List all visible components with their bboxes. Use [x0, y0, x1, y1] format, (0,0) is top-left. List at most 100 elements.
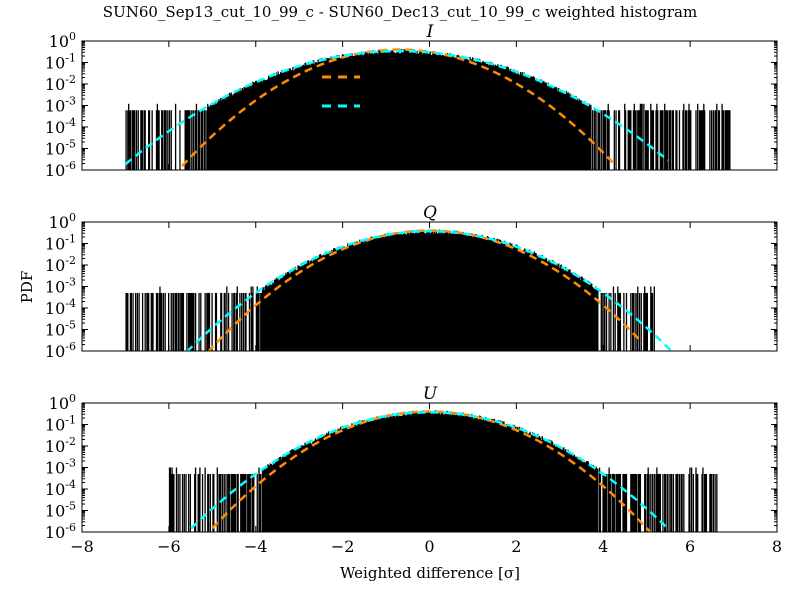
- data-bar: [319, 254, 321, 351]
- data-bar: [422, 410, 424, 532]
- data-bar: [668, 473, 670, 532]
- data-bar: [320, 59, 322, 170]
- data-bar: [161, 292, 163, 351]
- data-bar: [240, 292, 243, 351]
- data-bar: [308, 441, 311, 532]
- data-bar: [464, 232, 466, 351]
- data-bar: [636, 473, 638, 532]
- data-bar: [355, 425, 357, 532]
- data-bar: [396, 412, 398, 532]
- data-bar: [632, 473, 635, 532]
- data-bar: [545, 83, 548, 170]
- y-tick-label: 10-3: [45, 457, 76, 478]
- data-bar: [310, 261, 312, 351]
- data-bar: [435, 54, 437, 170]
- data-bar: [602, 473, 604, 532]
- data-bar: [170, 473, 172, 532]
- data-bar: [233, 473, 235, 532]
- data-bar: [631, 292, 634, 351]
- data-bar: [206, 110, 208, 170]
- data-bar: [173, 292, 175, 351]
- data-bar: [379, 50, 382, 170]
- data-bar: [167, 110, 169, 170]
- data-bar: [407, 233, 410, 351]
- data-bar: [214, 100, 217, 170]
- data-bar: [567, 269, 569, 351]
- data-bar: [355, 241, 357, 351]
- data-bar: [338, 250, 340, 351]
- data-bar: [721, 103, 723, 170]
- data-bar: [408, 50, 410, 170]
- data-bar: [512, 245, 514, 351]
- data-bar: [488, 62, 490, 170]
- data-bar: [434, 52, 437, 170]
- data-bar: [172, 473, 174, 532]
- data-bar: [647, 467, 649, 532]
- data-bar: [603, 473, 605, 532]
- data-bar: [509, 242, 511, 351]
- data-bar: [335, 56, 337, 170]
- data-bar: [331, 56, 333, 170]
- data-bar: [518, 247, 520, 351]
- data-bar: [582, 278, 584, 351]
- data-bar: [474, 62, 476, 170]
- data-bar: [680, 473, 682, 532]
- data-bar: [338, 430, 340, 532]
- data-bar: [420, 231, 423, 351]
- data-bar: [564, 94, 566, 170]
- data-bar: [714, 473, 716, 532]
- data-bar: [378, 419, 380, 532]
- data-bar: [373, 238, 376, 351]
- y-tick-label: 10-2: [45, 73, 76, 94]
- data-bar: [217, 101, 219, 170]
- data-bar: [219, 100, 221, 170]
- data-bar: [268, 465, 271, 532]
- data-bar: [375, 50, 377, 170]
- data-bar: [262, 78, 264, 170]
- data-bar: [417, 53, 419, 170]
- data-bar: [414, 51, 417, 170]
- data-bar: [492, 241, 494, 351]
- data-bar: [353, 56, 355, 170]
- data-bar: [394, 232, 397, 351]
- data-bar: [525, 429, 527, 532]
- data-bar: [430, 54, 432, 170]
- data-bar: [334, 431, 337, 532]
- data-bar: [573, 274, 576, 351]
- data-bar: [498, 420, 500, 532]
- data-bar: [534, 253, 536, 351]
- data-bar: [288, 273, 291, 351]
- data-bar: [244, 473, 246, 532]
- data-bar: [596, 468, 598, 532]
- data-bar: [262, 287, 264, 351]
- data-bar: [565, 449, 567, 532]
- data-bar: [272, 75, 274, 170]
- data-bar: [578, 101, 580, 170]
- data-bar: [198, 110, 200, 170]
- data-bar: [389, 416, 391, 532]
- data-bar: [378, 49, 380, 170]
- data-bar: [553, 263, 556, 351]
- data-bar: [406, 415, 408, 532]
- data-bar: [130, 292, 132, 351]
- data-bar: [292, 272, 294, 351]
- data-bar: [371, 51, 373, 170]
- data-bar: [165, 110, 167, 170]
- data-bar: [382, 418, 384, 532]
- data-bar: [524, 75, 526, 170]
- data-bar: [294, 449, 297, 532]
- data-bar: [443, 56, 445, 170]
- data-bar: [310, 63, 312, 170]
- data-bar: [247, 86, 250, 170]
- data-bar: [298, 265, 300, 351]
- data-bar: [591, 286, 594, 351]
- data-bar: [517, 427, 519, 532]
- data-bar: [322, 255, 324, 351]
- data-bar: [348, 56, 351, 170]
- data-bar: [704, 110, 706, 170]
- data-bar: [331, 249, 333, 351]
- data-bar: [430, 229, 432, 351]
- data-bar: [359, 420, 361, 532]
- data-bar: [212, 473, 214, 532]
- data-bar: [551, 86, 553, 170]
